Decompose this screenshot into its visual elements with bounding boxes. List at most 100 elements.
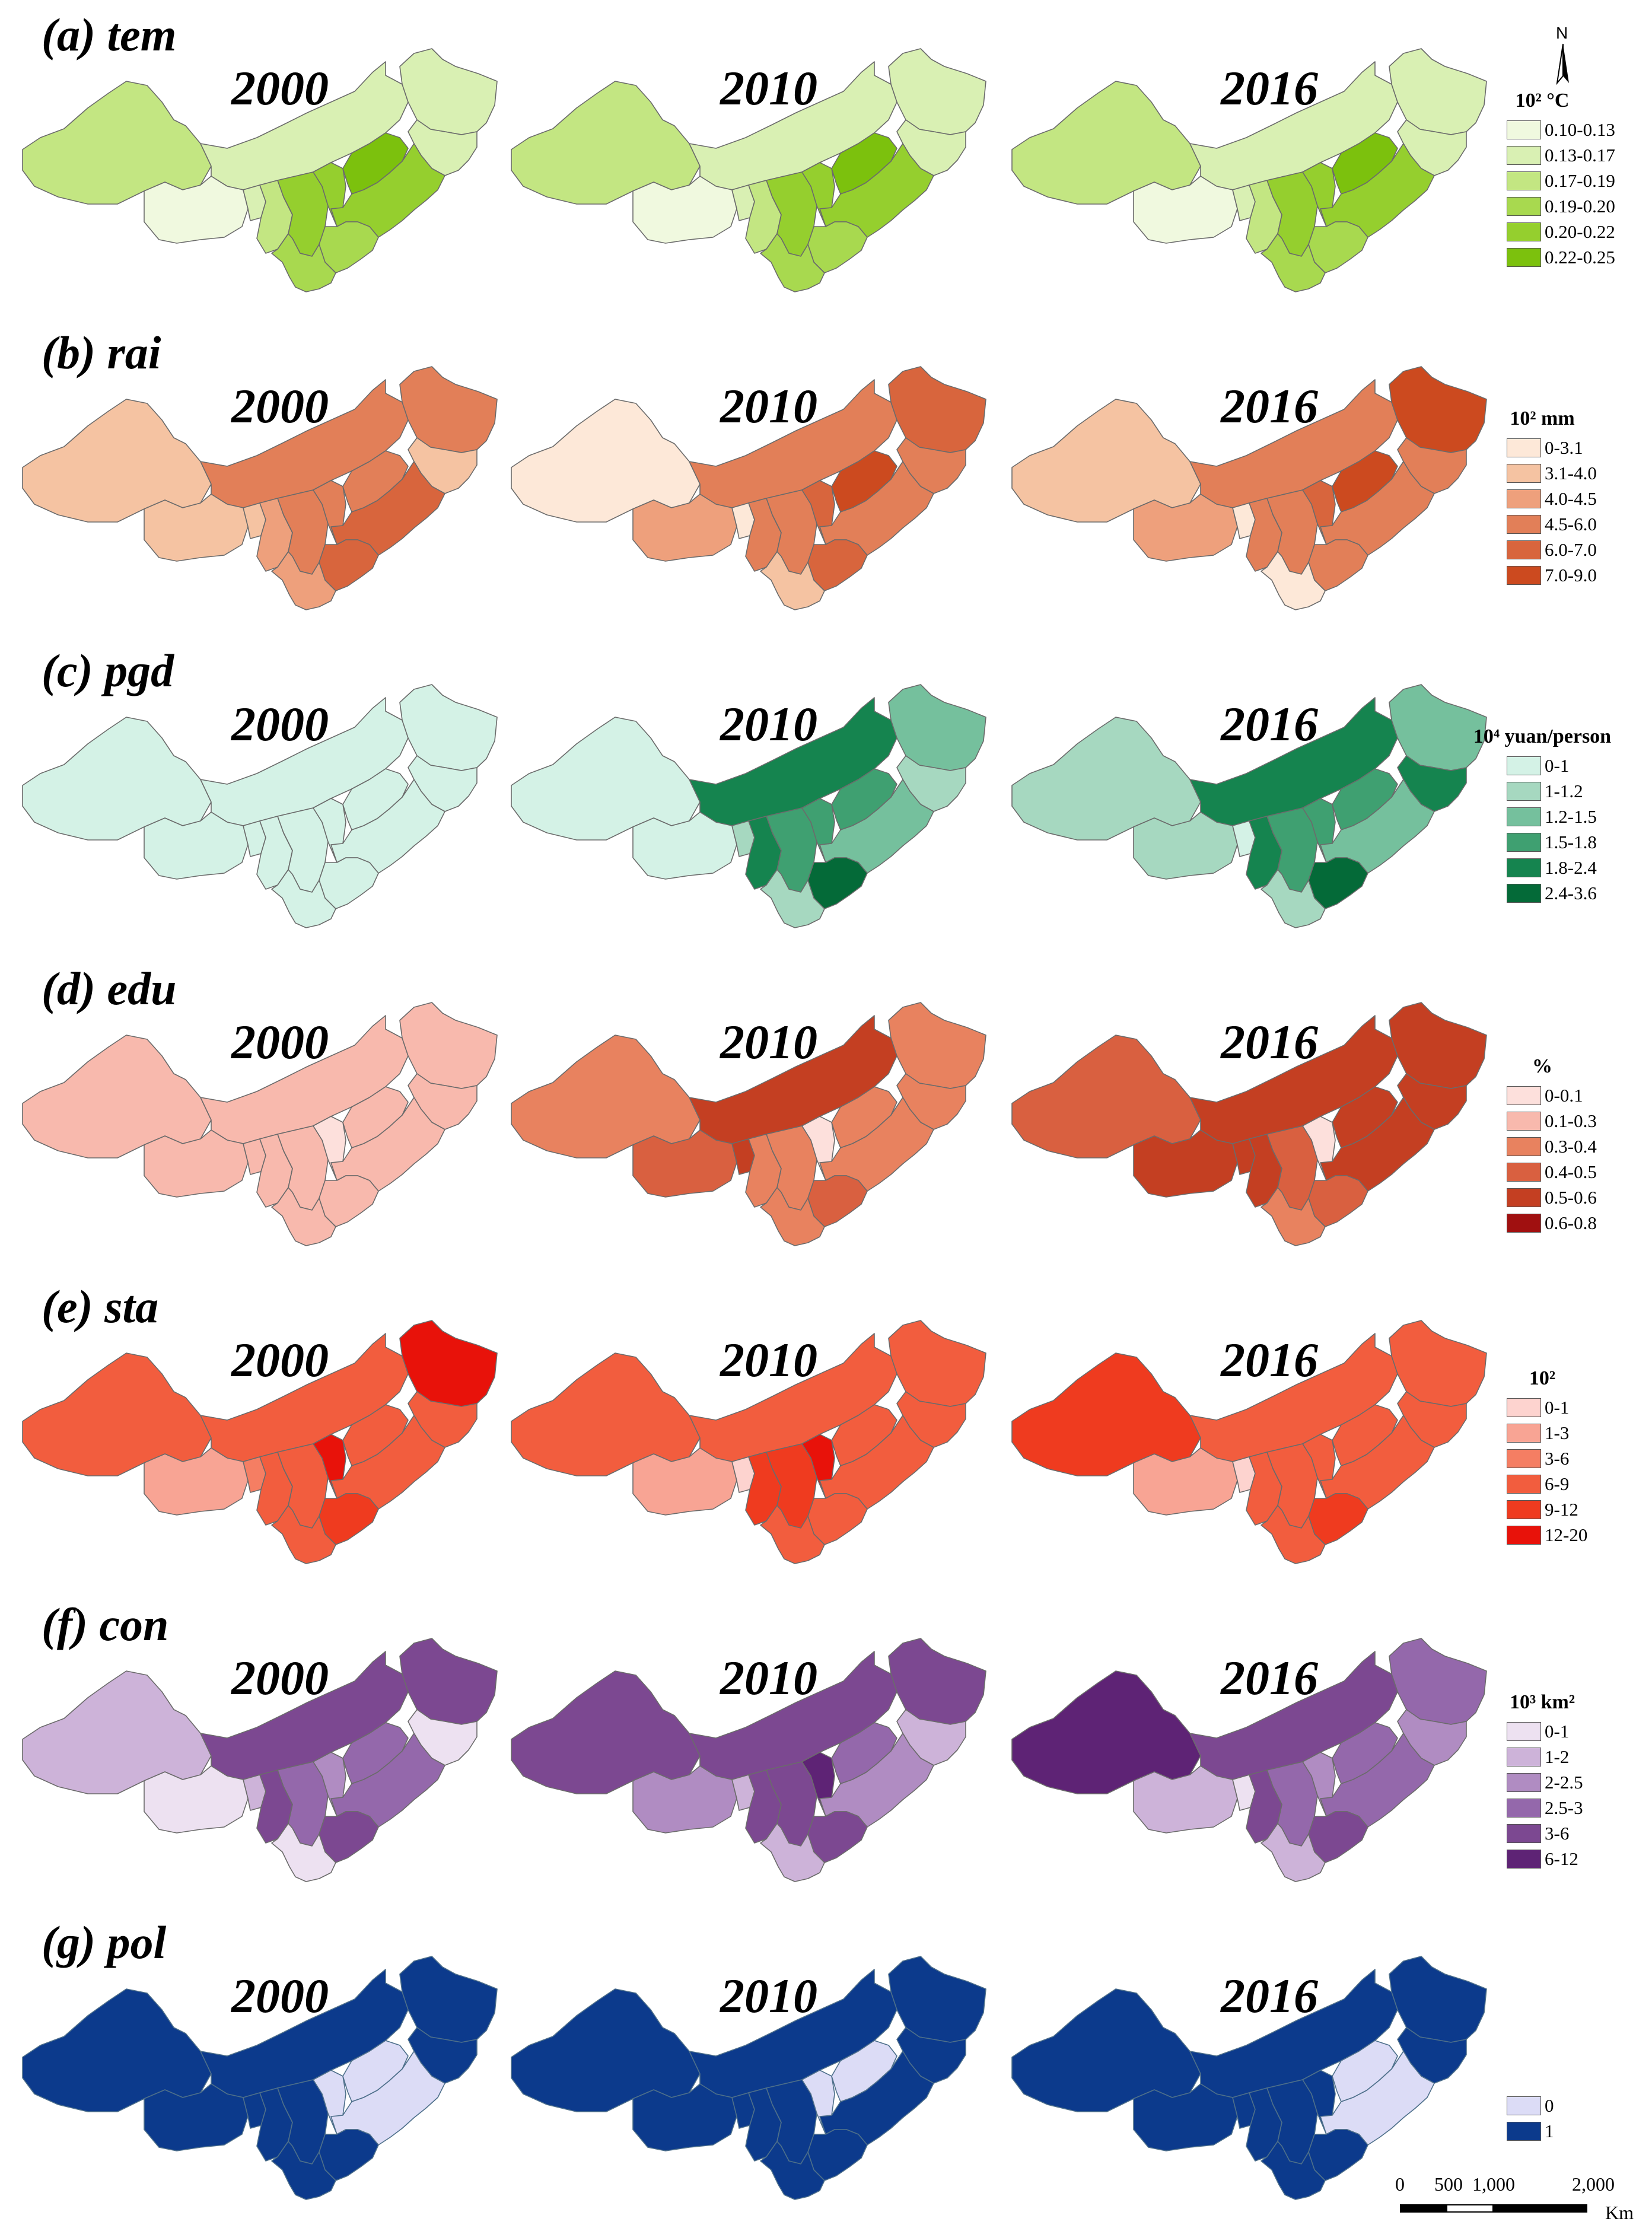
legend-label: 6-12	[1545, 1848, 1578, 1870]
province-region	[271, 2104, 336, 2200]
region-map-svg	[1011, 684, 1487, 928]
year-label: 2016	[1221, 1015, 1318, 1069]
legend-label: 2.4-3.6	[1545, 883, 1597, 904]
province-region	[1261, 514, 1326, 610]
legend-swatch	[1507, 222, 1541, 242]
legend-item: 0-1	[1507, 753, 1613, 779]
province-region	[511, 1352, 701, 1476]
legend-label: 0.13-0.17	[1545, 145, 1615, 166]
legend-swatch	[1507, 2096, 1541, 2115]
legend-label: 3-6	[1545, 1823, 1570, 1844]
legend-item: 0	[1507, 2093, 1554, 2118]
legend-label: 0.4-0.5	[1545, 1161, 1597, 1183]
legend-label: 0.22-0.25	[1545, 247, 1615, 268]
province-region	[888, 366, 986, 453]
legend-swatch	[1507, 833, 1541, 852]
choropleth-map	[22, 1320, 498, 1564]
province-region	[1011, 1352, 1201, 1476]
legend-title: 10²	[1529, 1367, 1556, 1389]
legend-item: 4.5-6.0	[1507, 512, 1613, 537]
panel-title: (e) sta	[42, 1281, 159, 1332]
legend-swatch	[1507, 807, 1541, 827]
province-region	[888, 1956, 986, 2043]
province-region	[1261, 1150, 1326, 1246]
legend-label: 0.10-0.13	[1545, 119, 1615, 141]
legend-item: 0.5-0.6	[1507, 1185, 1613, 1211]
legend-item: 1-1.2	[1507, 779, 1613, 804]
scale-tick-label: 0	[1395, 2173, 1405, 2195]
region-map-svg	[22, 1638, 498, 1882]
legend-title: 10³ km²	[1509, 1691, 1575, 1713]
region-map-svg	[22, 366, 498, 610]
legend-swatch	[1507, 146, 1541, 165]
province-region	[760, 1150, 825, 1246]
legend-label: 4.5-6.0	[1545, 514, 1597, 535]
province-region	[399, 1320, 498, 1407]
province-region	[1261, 1786, 1326, 1882]
legend-item: 7.0-9.0	[1507, 563, 1613, 588]
legend: 10² mm 0-3.1 3.1-4.0 4.0-4.5 4.5-6.0 6.0-7.0 7…	[1507, 408, 1613, 588]
province-region	[399, 684, 498, 771]
legend-item: 1	[1507, 2118, 1554, 2144]
legend-item: 0.1-0.3	[1507, 1109, 1613, 1134]
province-region	[1389, 1638, 1487, 1725]
province-region	[22, 81, 212, 205]
region-map-svg	[1011, 1320, 1487, 1564]
province-region	[22, 1670, 212, 1794]
panel-title: (f) con	[42, 1599, 169, 1650]
legend-item: 0.22-0.25	[1507, 245, 1615, 270]
legend-item: 0.13-0.17	[1507, 143, 1615, 168]
scale-segment	[1400, 2204, 1447, 2213]
province-region	[399, 366, 498, 453]
legend-label: 0.1-0.3	[1545, 1110, 1597, 1132]
panel-title: (c) pgd	[42, 645, 174, 696]
legend-swatch	[1507, 438, 1541, 458]
province-region	[1011, 717, 1201, 841]
choropleth-map	[1011, 1956, 1487, 2200]
choropleth-map	[511, 1956, 986, 2200]
scale-tick-label: 2,000	[1572, 2173, 1615, 2195]
legend-item: 0-1	[1507, 1719, 1613, 1745]
legend-title: 10² °C	[1515, 90, 1570, 112]
legend-label: 6.0-7.0	[1545, 539, 1597, 561]
province-region	[1011, 81, 1201, 205]
province-region	[760, 1468, 825, 1564]
legend-swatch	[1507, 197, 1541, 217]
map-panel: (a) tem 2000 2010 2016 10² °C 0.10-0.13 0.13-0…	[0, 1, 1652, 319]
region-map-svg	[22, 1956, 498, 2200]
province-region	[271, 1786, 336, 1882]
legend-label: 1.2-1.5	[1545, 806, 1597, 827]
legend-label: 0-1	[1545, 1721, 1570, 1742]
province-region	[399, 48, 498, 135]
province-region	[1261, 832, 1326, 928]
year-label: 2000	[231, 1651, 329, 1705]
legend-label: 9-12	[1545, 1499, 1578, 1520]
province-region	[511, 1035, 701, 1158]
province-region	[1389, 1002, 1487, 1089]
province-region	[399, 1002, 498, 1089]
legend-item: 2.4-3.6	[1507, 881, 1613, 906]
province-region	[888, 684, 986, 771]
legend-swatch	[1507, 489, 1541, 509]
legend-item: 0.10-0.13	[1507, 117, 1615, 143]
legend-swatch	[1507, 171, 1541, 191]
legend-label: 0-1	[1545, 755, 1570, 776]
region-map-svg	[511, 1956, 986, 2200]
year-label: 2010	[720, 697, 817, 751]
choropleth-map	[22, 366, 498, 610]
province-region	[1389, 366, 1487, 453]
legend-label: 1-3	[1545, 1422, 1570, 1444]
legend-label: 0.20-0.22	[1545, 221, 1615, 243]
legend-item: 0.20-0.22	[1507, 219, 1615, 245]
legend-label: 1.8-2.4	[1545, 857, 1597, 879]
year-label: 2016	[1221, 697, 1318, 751]
legend-label: 1	[1545, 2120, 1554, 2141]
year-label: 2016	[1221, 1969, 1318, 2023]
region-map-svg	[22, 1320, 498, 1564]
legend-swatch	[1507, 1214, 1541, 1233]
scale-segment	[1492, 2204, 1587, 2213]
province-region	[888, 1320, 986, 1407]
year-label: 2000	[231, 379, 329, 433]
legend-label: 0.5-0.6	[1545, 1187, 1597, 1208]
legend: 10⁴ yuan/person 0-1 1-1.2 1.2-1.5 1.5-1.8 1.8…	[1473, 726, 1613, 906]
